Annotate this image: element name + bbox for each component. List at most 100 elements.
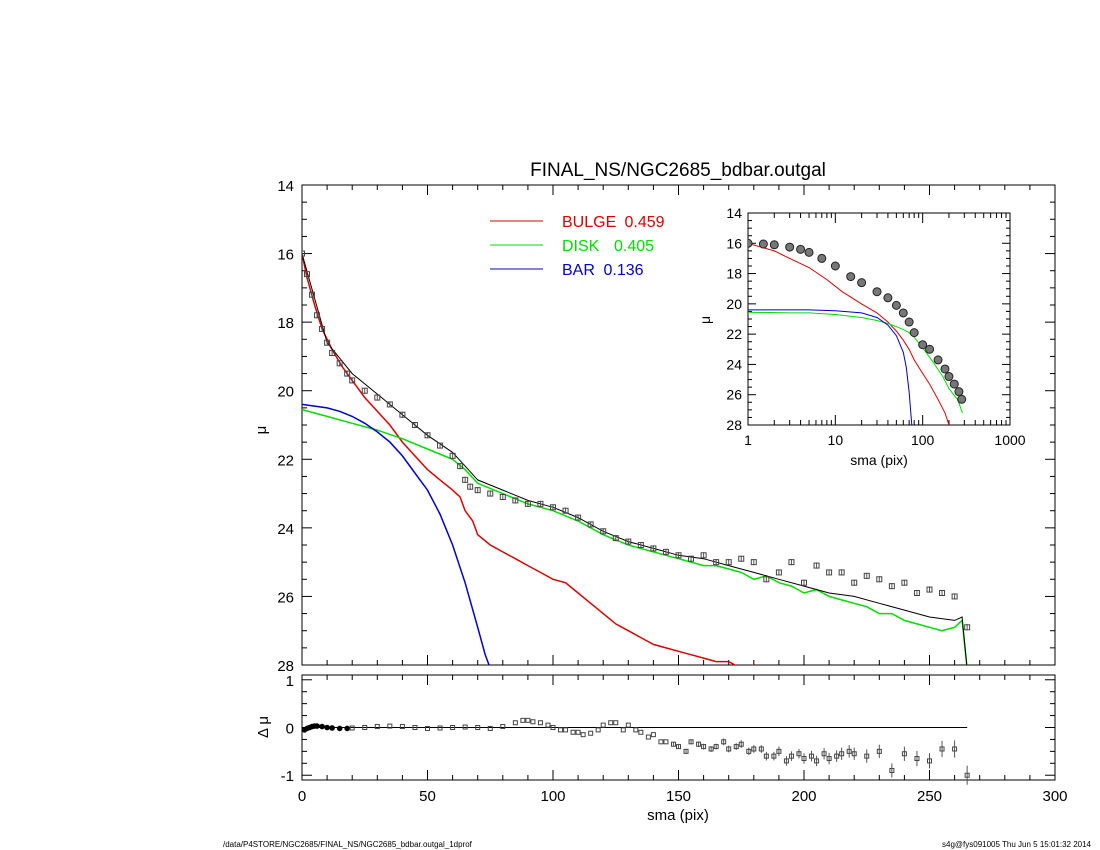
data-point xyxy=(838,569,845,576)
residual-point xyxy=(563,727,569,733)
residual-point xyxy=(399,724,405,730)
residual-point xyxy=(545,722,551,728)
residual-point xyxy=(608,720,614,726)
data-point xyxy=(888,583,895,590)
inset-bulge-line xyxy=(748,242,950,425)
residual-point xyxy=(550,725,556,730)
x-axis-label: sma (pix) xyxy=(647,807,709,824)
residual-point xyxy=(751,746,757,752)
inset-data-point xyxy=(904,317,914,327)
residual-point xyxy=(676,744,681,750)
residual-point xyxy=(776,748,782,754)
inset-data-point xyxy=(933,355,943,365)
inset-data-point xyxy=(830,261,840,271)
inset-data-point xyxy=(804,247,814,257)
data-point xyxy=(324,339,331,346)
bulge-line xyxy=(302,253,754,665)
data-point xyxy=(913,590,920,596)
x-tick-label: 50 xyxy=(419,788,436,805)
data-point xyxy=(314,312,321,319)
residual-point xyxy=(645,734,651,740)
data-point xyxy=(344,370,351,377)
data-point xyxy=(725,559,732,566)
inset-data-point xyxy=(758,239,768,249)
data-point xyxy=(512,497,519,504)
data-point xyxy=(587,521,594,528)
residual-point xyxy=(663,739,669,745)
residual-point xyxy=(344,725,350,732)
residual-point xyxy=(462,724,468,730)
inset-data-point xyxy=(957,394,967,404)
inset-data-point xyxy=(883,293,893,303)
residual-point xyxy=(437,725,443,731)
inset-y-tick-label: 16 xyxy=(726,235,742,251)
data-point xyxy=(650,545,657,552)
residual-point xyxy=(530,719,536,725)
residual-point xyxy=(324,724,330,731)
x-tick-label: 150 xyxy=(666,788,691,805)
data-point xyxy=(467,483,474,490)
data-point xyxy=(662,548,669,555)
data-point xyxy=(675,552,682,559)
inset-y-tick-label: 14 xyxy=(726,205,742,221)
data-point xyxy=(688,555,695,562)
inset-data-point xyxy=(891,300,901,310)
residual-point xyxy=(788,753,794,759)
residual-point xyxy=(889,767,895,773)
inset-data-point xyxy=(954,387,964,397)
inset-y-tick-label: 18 xyxy=(726,266,742,282)
data-point xyxy=(399,411,406,418)
residual-point xyxy=(701,744,707,750)
data-point xyxy=(600,528,607,535)
inset-y-tick-label: 28 xyxy=(726,417,742,433)
residual-point xyxy=(708,746,714,752)
residual-point xyxy=(537,720,543,726)
data-point xyxy=(826,569,833,576)
data-point xyxy=(951,593,958,600)
residual-point xyxy=(600,722,606,728)
data-point xyxy=(851,579,858,586)
residual-point xyxy=(851,751,857,757)
main-y-tick-label: 24 xyxy=(277,521,294,538)
data-point xyxy=(750,559,757,566)
inset-y-axis-label: μ xyxy=(697,316,713,324)
residual-point xyxy=(475,725,481,730)
residual-point xyxy=(964,772,970,778)
data-point xyxy=(625,538,632,545)
residual-point xyxy=(575,729,581,735)
data-point xyxy=(336,360,343,367)
residual-point xyxy=(771,753,777,759)
bar-line xyxy=(302,403,490,665)
residual-point xyxy=(362,725,368,730)
inset-bar-line xyxy=(748,309,913,425)
residual-point xyxy=(721,739,727,745)
residual-point xyxy=(809,753,815,759)
residual-point xyxy=(525,717,531,723)
inset-y-tick-label: 20 xyxy=(726,296,742,312)
residual-point xyxy=(625,722,631,728)
residual-point xyxy=(633,727,639,733)
legend-value-bar: 0.136 xyxy=(604,262,644,279)
footer-right: s4g@fys091005 Thu Jun 5 15:01:32 2014 xyxy=(942,840,1092,849)
inset-data-point xyxy=(925,344,935,354)
inset-data-point xyxy=(898,308,908,318)
legend-label-disk: DISK xyxy=(562,238,600,255)
inset-data-point xyxy=(940,364,950,374)
inset-x-tick-label: 10 xyxy=(828,432,844,448)
residual-point xyxy=(374,724,380,730)
residual-point xyxy=(696,741,702,747)
data-point xyxy=(349,377,356,384)
inset-y-tick-label: 26 xyxy=(726,387,742,403)
data-point xyxy=(437,442,444,449)
residual-point xyxy=(658,739,664,745)
main-y-tick-label: 28 xyxy=(277,658,294,675)
inset-y-tick-label: 24 xyxy=(726,356,742,372)
residual-point xyxy=(763,753,769,759)
data-point xyxy=(876,576,883,583)
inset-data-point xyxy=(949,379,959,389)
residual-point xyxy=(349,725,355,731)
residual-point xyxy=(783,758,789,764)
data-point xyxy=(700,552,707,559)
residual-point xyxy=(834,753,840,759)
data-point xyxy=(713,559,720,566)
